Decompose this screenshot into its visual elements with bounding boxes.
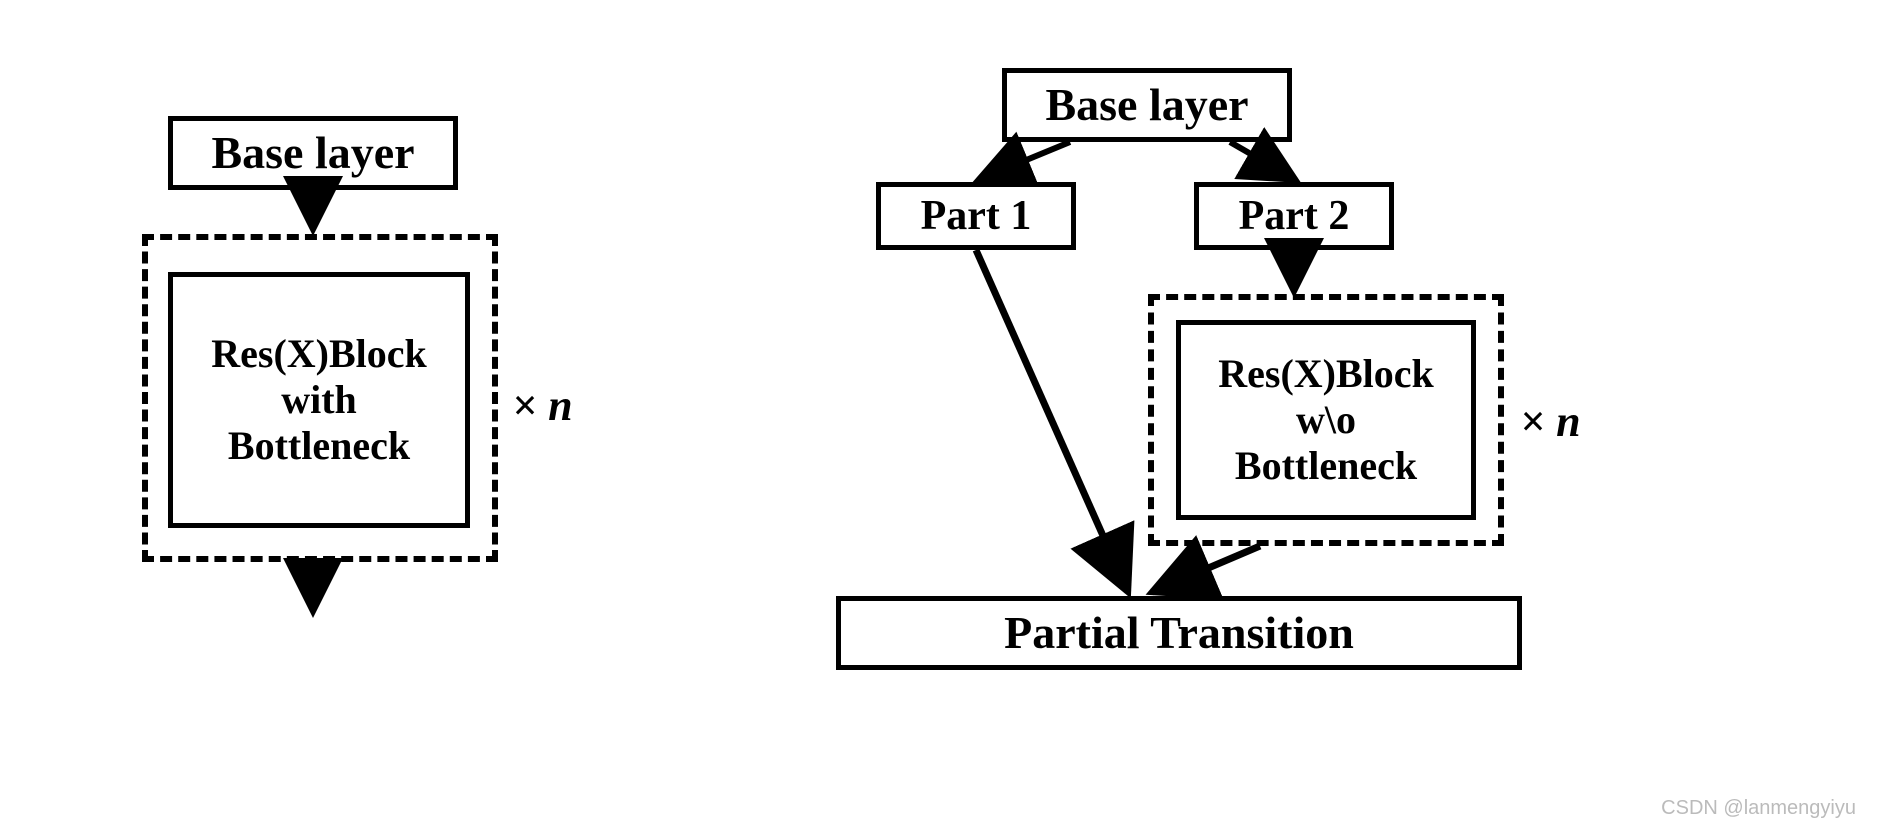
right-partial-transition: Partial Transition <box>836 596 1522 670</box>
watermark: CSDN @lanmengyiyu <box>1661 797 1856 820</box>
arrow-block-to-partial <box>0 0 1886 840</box>
watermark-text: CSDN @lanmengyiyu <box>1661 797 1856 819</box>
right-partial-text: Partial Transition <box>1004 607 1354 660</box>
